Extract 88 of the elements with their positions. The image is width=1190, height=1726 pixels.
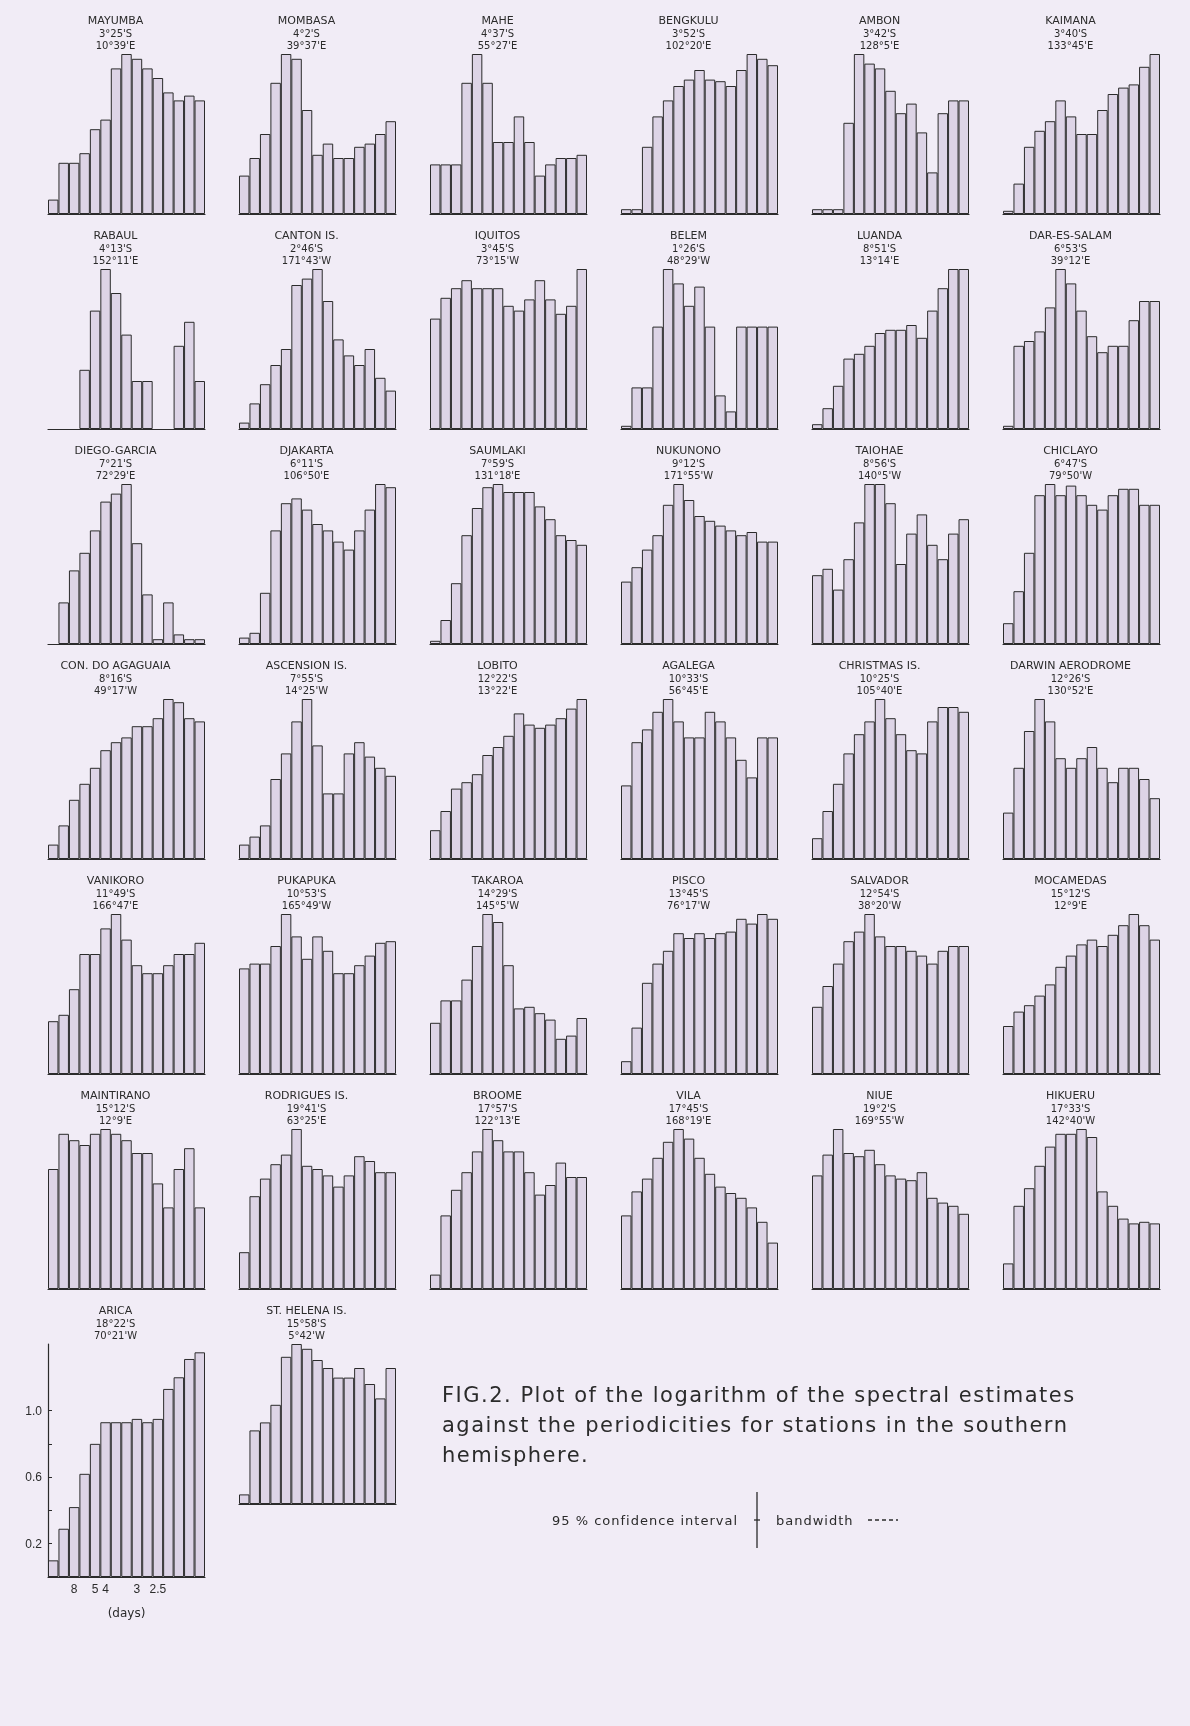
chart-title: LUANDA bbox=[856, 229, 903, 242]
chart-subtitle: 4°37'S 55°27'E bbox=[477, 27, 518, 51]
chart-subtitle: 12°54'S 38°20'W bbox=[857, 887, 902, 911]
chart-title: AGALEGA bbox=[662, 659, 716, 672]
chart-subtitle: 3°52'S 102°20'E bbox=[665, 27, 712, 51]
chart-subtitle: 9°12'S 171°55'W bbox=[663, 457, 714, 481]
chart-subtitle: 6°47'S 79°50'W bbox=[1048, 457, 1093, 481]
chart-title: ARICA bbox=[98, 1304, 133, 1317]
chart-subtitle: 3°40'S 133°45'E bbox=[1047, 27, 1094, 51]
chart-title: MOCAMEDAS bbox=[1034, 874, 1107, 887]
chart-subtitle: 13°45'S 76°17'W bbox=[666, 887, 711, 911]
chart-subtitle: 17°57'S 122°13'E bbox=[474, 1102, 521, 1126]
chart-title: CHICLAYO bbox=[1043, 444, 1099, 457]
caption: FIG.2. Plot of the logarithm of the spectral estimates against the periodicities for stations in the southern hemisphere. bbox=[442, 1382, 1077, 1469]
chart-title: CHRISTMAS IS. bbox=[838, 659, 921, 672]
chart-subtitle: 11°49'S 166°47'E bbox=[92, 887, 139, 911]
y-tick-label: 1.0 bbox=[25, 1403, 43, 1418]
text: bandwidth bbox=[776, 1512, 854, 1528]
chart-subtitle: 3°45'S 73°15'W bbox=[475, 242, 520, 266]
x-tick-label: 5 bbox=[91, 1582, 99, 1596]
chart-subtitle: 12°22'S 13°22'E bbox=[477, 672, 518, 696]
chart-subtitle: 12°26'S 130°52'E bbox=[1047, 672, 1094, 696]
text: 95 % confidence interval bbox=[552, 1512, 739, 1528]
chart-title: NIUE bbox=[866, 1089, 893, 1102]
chart-title: CANTON IS. bbox=[274, 229, 339, 242]
chart-title: HIKUERU bbox=[1045, 1089, 1096, 1102]
x-tick-label: 8 bbox=[70, 1582, 78, 1596]
chart-subtitle: 7°59'S 131°18'E bbox=[474, 457, 521, 481]
chart-title: MAINTIRANO bbox=[80, 1089, 151, 1102]
chart-title: ST. HELENA IS. bbox=[266, 1304, 347, 1317]
y-tick-label: 0.6 bbox=[25, 1470, 43, 1485]
chart-title: ASCENSION IS. bbox=[265, 659, 348, 672]
chart-title: TAKAROA bbox=[470, 874, 524, 887]
chart-subtitle: 10°25'S 105°40'E bbox=[856, 672, 903, 696]
chart-subtitle: 3°42'S 128°5'E bbox=[859, 27, 900, 51]
x-tick-label: 4 bbox=[102, 1582, 110, 1596]
chart-title: KAIMANA bbox=[1045, 14, 1097, 27]
chart-title: BENGKULU bbox=[658, 14, 719, 27]
chart-subtitle: 7°55'S 14°25'W bbox=[284, 672, 329, 696]
chart-title: RODRIGUES IS. bbox=[264, 1089, 349, 1102]
x-axis-title: (days) bbox=[107, 1606, 146, 1620]
chart-subtitle: 4°2'S 39°37'E bbox=[286, 27, 327, 51]
chart-subtitle: 10°33'S 56°45'E bbox=[668, 672, 709, 696]
chart-subtitle: 14°29'S 145°5'W bbox=[475, 887, 520, 911]
chart-title: PUKAPUKA bbox=[277, 874, 337, 887]
chart-title: PISCO bbox=[671, 874, 706, 887]
chart-subtitle: 19°41'S 63°25'E bbox=[286, 1102, 327, 1126]
y-tick-label: 0.2 bbox=[25, 1536, 43, 1551]
chart-title: VILA bbox=[676, 1089, 702, 1102]
chart-title: SAUMLAKI bbox=[469, 444, 526, 457]
chart-subtitle: 17°33'S 142°40'W bbox=[1045, 1102, 1096, 1126]
chart-title: MAYUMBA bbox=[87, 14, 144, 27]
chart-subtitle: 15°12'S 12°9'E bbox=[1050, 887, 1091, 911]
chart-subtitle: 18°22'S 70°21'W bbox=[93, 1317, 138, 1341]
chart-subtitle: 7°21'S 72°29'E bbox=[95, 457, 136, 481]
chart-title: DARWIN AERODROME bbox=[1010, 659, 1131, 672]
chart-title: LOBITO bbox=[477, 659, 519, 672]
chart-title: BROOME bbox=[473, 1089, 523, 1102]
chart-subtitle: 8°16'S 49°17'W bbox=[93, 672, 138, 696]
x-tick-label: 2.5 bbox=[149, 1582, 167, 1596]
chart-subtitle: 4°13'S 152°11'E bbox=[92, 242, 139, 266]
chart-subtitle: 15°12'S 12°9'E bbox=[95, 1102, 136, 1126]
chart-subtitle: 17°45'S 168°19'E bbox=[665, 1102, 712, 1126]
chart-subtitle: 3°25'S 10°39'E bbox=[95, 27, 136, 51]
chart-subtitle: 6°11'S 106°50'E bbox=[283, 457, 330, 481]
chart-title: NUKUNONO bbox=[655, 444, 722, 457]
chart-title: TAIOHAE bbox=[854, 444, 904, 457]
chart-title: MAHE bbox=[481, 14, 514, 27]
chart-subtitle: 2°46'S 171°43'W bbox=[281, 242, 332, 266]
chart-title: MOMBASA bbox=[277, 14, 336, 27]
chart-title: AMBON bbox=[858, 14, 901, 27]
x-tick-label: 3 bbox=[133, 1582, 141, 1596]
chart-subtitle: 8°51'S 13°14'E bbox=[859, 242, 900, 266]
chart-title: BELEM bbox=[669, 229, 708, 242]
chart-title: DJAKARTA bbox=[279, 444, 334, 457]
chart-subtitle: 8°56'S 140°5'W bbox=[857, 457, 902, 481]
chart-subtitle: 15°58'S 5°42'W bbox=[286, 1317, 327, 1341]
chart-subtitle: 10°53'S 165°49'W bbox=[281, 887, 332, 911]
chart-title: DIEGO-GARCIA bbox=[74, 444, 158, 457]
chart-title: IQUITOS bbox=[474, 229, 521, 242]
chart-title: VANIKORO bbox=[86, 874, 145, 887]
chart-title: CON. DO AGAGUAIA bbox=[60, 659, 172, 672]
chart-subtitle: 19°2'S 169°55'W bbox=[854, 1102, 905, 1126]
chart-title: RABAUL bbox=[93, 229, 139, 242]
chart-title: DAR-ES-SALAM bbox=[1029, 229, 1112, 242]
chart-title: SALVADOR bbox=[850, 874, 910, 887]
chart-subtitle: 6°53'S 39°12'E bbox=[1050, 242, 1091, 266]
chart-subtitle: 1°26'S 48°29'W bbox=[666, 242, 711, 266]
